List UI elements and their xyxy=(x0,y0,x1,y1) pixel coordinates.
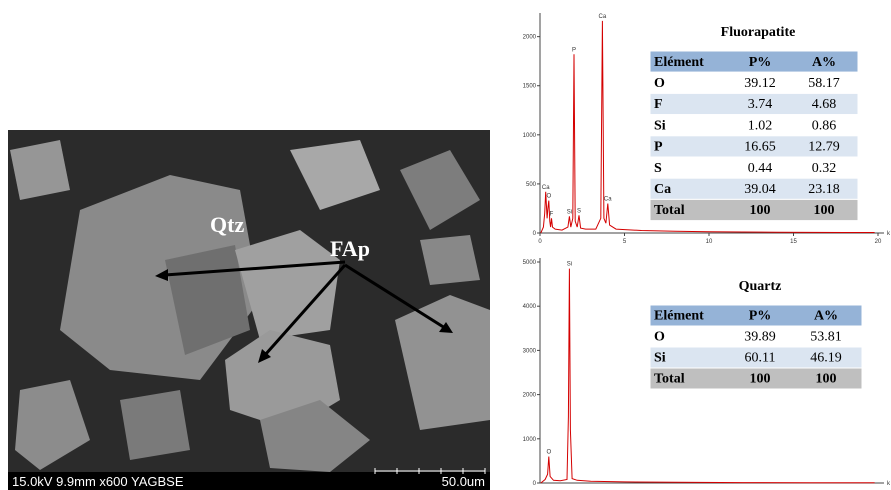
table-cell: 4.68 xyxy=(812,97,837,112)
particle xyxy=(15,380,90,470)
arrow xyxy=(263,264,347,356)
table-cell: 100 xyxy=(814,203,835,218)
spectrum-line xyxy=(540,20,875,234)
table-cell: 0.44 xyxy=(748,161,773,176)
table-cell: 100 xyxy=(816,372,837,387)
table-cell: 23.18 xyxy=(808,182,840,197)
scale-bar xyxy=(374,468,486,474)
x-tick-label: 10 xyxy=(706,239,713,245)
table-cell: S xyxy=(654,161,662,176)
table-cell: Si xyxy=(654,118,666,133)
y-tick-label: 0 xyxy=(533,481,537,487)
peak-label: Ca xyxy=(542,185,550,191)
table-cell: Si xyxy=(654,351,666,366)
peak-label: F xyxy=(550,211,554,217)
table-cell: 12.79 xyxy=(808,140,840,155)
particle xyxy=(10,140,70,200)
table-cell: P% xyxy=(749,309,772,324)
table-cell: O xyxy=(654,330,665,345)
table-cell: 3.74 xyxy=(748,97,773,112)
table-cell: Total xyxy=(654,372,685,387)
peak-label: O xyxy=(546,194,551,200)
arrowhead xyxy=(258,349,271,363)
peak-label: Si xyxy=(567,209,572,215)
peak-label: Ca xyxy=(604,197,612,203)
table-cell: F xyxy=(654,97,663,112)
x-tick-label: 5 xyxy=(623,239,627,245)
y-tick-label: 1000 xyxy=(523,437,537,443)
table-cell: P xyxy=(654,140,663,155)
table-cell: 39.12 xyxy=(744,76,776,91)
table-row xyxy=(649,198,859,222)
spectrum-line xyxy=(540,268,875,484)
table-cell: 53.81 xyxy=(810,330,842,345)
table-cell: A% xyxy=(814,309,838,324)
table-row xyxy=(649,367,863,390)
y-tick-label: 0 xyxy=(533,231,537,237)
table-cell: Ca xyxy=(654,182,671,197)
table-cell: 46.19 xyxy=(810,351,842,366)
particle xyxy=(235,230,340,340)
particle xyxy=(260,400,370,472)
peak-label: Si xyxy=(567,262,572,268)
y-tick-label: 1000 xyxy=(523,133,537,139)
particle xyxy=(290,140,380,210)
x-tick-label: 15 xyxy=(790,239,797,245)
particle xyxy=(395,295,490,430)
table-cell: 39.04 xyxy=(744,182,776,197)
x-axis-label: k xyxy=(887,481,891,487)
table-title: Fluorapatite xyxy=(721,25,796,40)
peak-label: P xyxy=(572,47,576,53)
y-tick-label: 2000 xyxy=(523,393,537,399)
x-axis-label: k xyxy=(887,231,891,237)
y-tick-label: 4000 xyxy=(523,304,537,310)
y-tick-label: 1500 xyxy=(523,84,537,90)
table-cell: 16.65 xyxy=(744,140,776,155)
particle xyxy=(400,150,480,230)
table-cell: 100 xyxy=(750,203,771,218)
sem-image: Qtz FAp 15.0kV 9.9mm x600 YAGBSE 50.0um xyxy=(8,130,490,490)
table-cell: 39.89 xyxy=(744,330,776,345)
peak-label: S xyxy=(577,208,581,214)
table-cell: 0.86 xyxy=(812,118,837,133)
table-cell: P% xyxy=(749,55,772,70)
particle xyxy=(120,390,190,460)
peak-label: O xyxy=(546,449,551,455)
y-tick-label: 2000 xyxy=(523,35,537,41)
x-tick-label: 0 xyxy=(538,239,542,245)
table-cell: Total xyxy=(654,203,685,218)
table-cell: O xyxy=(654,76,665,91)
table-cell: Elément xyxy=(654,309,704,324)
info-bar xyxy=(8,472,490,490)
info-text: 15.0kV 9.9mm x600 YAGBSE xyxy=(12,474,184,489)
y-tick-label: 500 xyxy=(526,182,537,188)
table-title: Quartz xyxy=(739,279,782,294)
particle xyxy=(420,235,480,285)
peak-label: Ca xyxy=(599,14,607,20)
table-cell: 100 xyxy=(750,372,771,387)
table-cell: 1.02 xyxy=(748,118,773,133)
table-cell: Elément xyxy=(654,55,704,70)
scale-text: 50.0um xyxy=(442,474,485,489)
arrowhead xyxy=(439,322,453,333)
arrow xyxy=(344,263,446,330)
table-cell: 60.11 xyxy=(745,351,776,366)
arrow xyxy=(164,260,346,277)
y-tick-label: 3000 xyxy=(523,348,537,354)
x-tick-label: 20 xyxy=(875,239,882,245)
label-qtz: Qtz xyxy=(210,212,244,237)
table-cell: 0.32 xyxy=(812,161,837,176)
label-fap: FAp xyxy=(330,236,370,261)
table-cell: 58.17 xyxy=(808,76,840,91)
arrowhead xyxy=(155,269,168,281)
arrows xyxy=(155,260,453,363)
table-cell: A% xyxy=(812,55,836,70)
y-tick-label: 5000 xyxy=(523,260,537,266)
